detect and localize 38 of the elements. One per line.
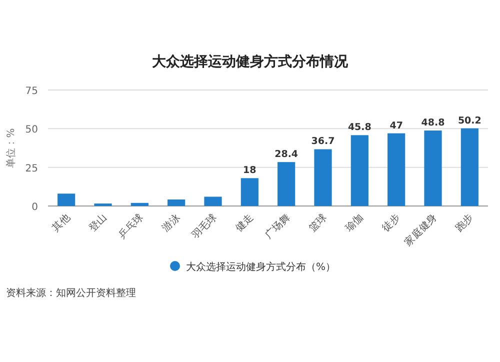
y-tick-label: 0 — [32, 202, 38, 213]
chart-title: 大众选择运动健身方式分布情况 — [152, 53, 349, 70]
x-tick-label: 游泳 — [160, 212, 182, 234]
data-label: 50.2 — [458, 115, 482, 126]
y-tick-label: 25 — [25, 163, 38, 174]
x-tick-label: 羽毛球 — [189, 212, 220, 242]
bar — [460, 128, 478, 206]
data-label: 48.8 — [421, 118, 446, 129]
legend-label: 大众选择运动健身方式分布（%） — [186, 261, 336, 273]
bar — [388, 133, 406, 206]
x-tick-label: 健走 — [233, 212, 256, 234]
bar — [278, 162, 296, 206]
x-tick-label: 徒步 — [380, 212, 402, 234]
bar — [314, 149, 332, 206]
x-tick-label: 登山 — [86, 212, 110, 234]
bar — [424, 130, 442, 206]
x-tick-label: 跑步 — [453, 212, 476, 234]
bar — [204, 196, 222, 206]
bar — [130, 202, 148, 206]
data-label: 18 — [243, 165, 257, 176]
y-tick-label: 50 — [25, 124, 38, 136]
data-label: 36.7 — [311, 136, 335, 148]
y-tick-label: 75 — [25, 86, 38, 97]
x-tick-label: 家庭健身 — [402, 212, 440, 248]
x-tick-label: 篮球 — [306, 212, 330, 234]
y-axis-title: 单位：% — [5, 128, 17, 168]
x-tick-label: 乒乓球 — [116, 212, 146, 242]
data-label: 28.4 — [274, 149, 298, 160]
data-label: 45.8 — [348, 122, 372, 134]
bar — [240, 178, 258, 206]
x-tick-label: 其他 — [50, 212, 72, 234]
x-tick-label: 瑜伽 — [343, 212, 366, 234]
x-tick-label: 广场舞 — [262, 212, 292, 242]
data-label: 47 — [390, 120, 403, 132]
bar — [350, 135, 368, 206]
bar — [58, 194, 76, 206]
text: 资料来源：知网公开资料整理 — [6, 287, 136, 299]
bar — [168, 200, 186, 206]
